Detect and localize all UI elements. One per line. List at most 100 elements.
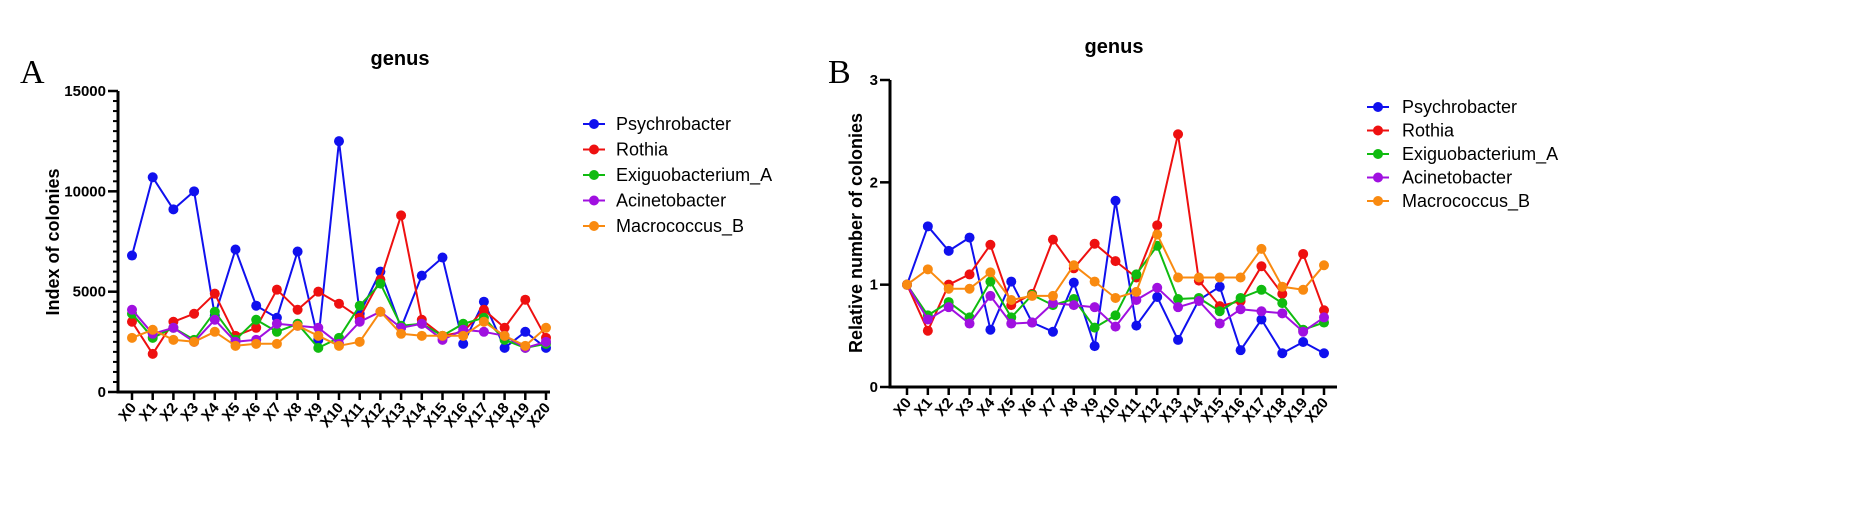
legend-label: Rothia (616, 140, 669, 160)
data-point (251, 338, 262, 349)
data-point (1214, 281, 1225, 292)
data-point (437, 252, 448, 263)
series-macrococcus-b-a (127, 306, 551, 351)
data-point (964, 318, 975, 329)
data-point (964, 232, 975, 243)
data-point (520, 294, 531, 305)
data-point (985, 239, 996, 250)
data-point (147, 348, 158, 359)
data-point (458, 330, 469, 341)
legend-label: Psychrobacter (1402, 97, 1517, 117)
legend-marker (589, 144, 599, 155)
legend-label: Macrococcus_B (1402, 191, 1530, 212)
data-point (251, 300, 262, 311)
data-point (147, 324, 158, 335)
data-point (985, 290, 996, 301)
data-point (478, 296, 489, 307)
data-point (271, 326, 282, 337)
data-point (1256, 284, 1267, 295)
data-point (1256, 314, 1267, 325)
legend-item: Macrococcus_B (1367, 191, 1530, 212)
data-point (1214, 306, 1225, 317)
y-axis-label-b: Relative number of colonies (846, 113, 866, 353)
data-point (313, 330, 324, 341)
data-point (127, 304, 137, 315)
data-point (189, 186, 200, 197)
series-rothia-b (902, 129, 1329, 336)
data-point (1173, 272, 1184, 283)
data-point (922, 314, 933, 325)
data-point (251, 322, 262, 333)
y-tick-label-a: 10000 (64, 183, 106, 200)
data-point (209, 288, 220, 299)
data-point (147, 172, 158, 183)
legend-marker (1373, 196, 1383, 206)
data-point (271, 338, 282, 349)
legend-item: Rothia (583, 140, 669, 160)
data-point (334, 340, 344, 351)
legend-label: Macrococcus_B (616, 216, 744, 237)
data-point (1110, 292, 1121, 303)
data-point (1152, 220, 1163, 231)
data-point (1152, 291, 1163, 302)
legend-item: Macrococcus_B (583, 216, 744, 237)
legend-item: Rothia (1367, 121, 1455, 141)
data-point (209, 314, 220, 325)
legend-marker (1373, 172, 1383, 183)
data-point (1319, 260, 1329, 271)
data-point (1256, 306, 1267, 317)
data-point (1173, 293, 1184, 304)
data-point (396, 328, 407, 339)
data-point (1298, 336, 1309, 347)
series-macrococcus-b-b (902, 229, 1329, 306)
data-point (292, 304, 303, 315)
series-rothia-a (127, 210, 551, 359)
data-point (1277, 288, 1288, 299)
data-point (209, 326, 220, 337)
data-point (1152, 282, 1163, 293)
legend-marker (589, 119, 599, 129)
data-point (1235, 345, 1246, 356)
data-point (1047, 298, 1058, 309)
data-point (230, 244, 241, 255)
data-point (1110, 310, 1121, 321)
y-tick-label-a: 5000 (73, 284, 106, 301)
data-point (499, 342, 510, 353)
data-point (354, 336, 365, 347)
data-point (964, 269, 975, 280)
data-point (1173, 129, 1184, 140)
data-point (1277, 348, 1288, 359)
data-point (189, 308, 200, 319)
data-point (902, 279, 912, 290)
data-point (313, 342, 324, 353)
legend-marker (589, 170, 599, 180)
data-point (478, 304, 489, 315)
y-tick-label-a: 15000 (64, 83, 106, 100)
data-point (375, 278, 386, 289)
data-point (396, 210, 407, 221)
data-point (1193, 272, 1204, 283)
data-point (127, 332, 137, 343)
data-point (985, 276, 996, 287)
y-tick-label-a: 0 (98, 384, 106, 401)
data-point (985, 267, 996, 278)
x-tick-label-b: X20 (1302, 395, 1332, 426)
legend-marker (589, 221, 599, 231)
data-point (922, 264, 933, 275)
data-point (541, 336, 551, 347)
data-point (1298, 248, 1309, 259)
data-point (1319, 305, 1329, 316)
y-tick-label-b: 2 (870, 174, 878, 191)
data-point (313, 286, 324, 297)
data-point (478, 316, 489, 327)
data-point (1068, 300, 1079, 311)
data-point (292, 246, 303, 257)
data-point (1110, 321, 1121, 332)
data-point (1319, 312, 1329, 323)
data-point (416, 330, 427, 341)
data-point (168, 204, 179, 215)
data-point (1277, 308, 1288, 319)
legend-label: Acinetobacter (616, 191, 726, 211)
data-point (334, 298, 344, 309)
